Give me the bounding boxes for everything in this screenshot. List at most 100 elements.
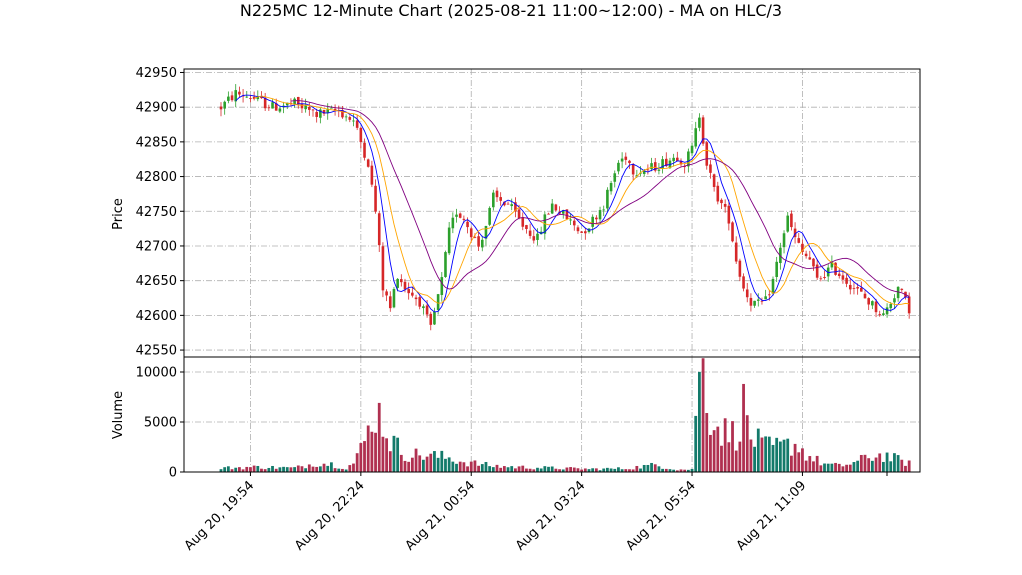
volume-bar — [830, 463, 834, 472]
candle-body — [230, 95, 234, 101]
candle-body — [322, 109, 326, 114]
candle — [543, 211, 547, 240]
candle — [528, 223, 532, 239]
candle — [499, 192, 502, 206]
volume-bar — [341, 468, 344, 472]
candle — [716, 181, 720, 205]
candle — [712, 173, 716, 192]
candle — [808, 250, 812, 260]
volume-bar — [661, 468, 664, 472]
candle-body — [429, 313, 433, 325]
volume-bar — [532, 469, 536, 472]
candle-body — [657, 169, 661, 171]
candle-body — [720, 199, 723, 204]
candle — [422, 304, 425, 315]
volume-bar — [234, 467, 238, 472]
volume-bar — [488, 466, 492, 472]
candle — [271, 99, 274, 109]
volume-bar — [694, 415, 698, 472]
candle — [804, 250, 808, 259]
volume-bar — [709, 434, 712, 472]
candle-body — [407, 288, 410, 294]
candle-body — [602, 209, 606, 211]
volume-bar — [451, 461, 455, 472]
volume-bar — [650, 462, 653, 472]
candle — [550, 198, 554, 215]
candle — [896, 286, 900, 302]
candle — [506, 201, 510, 205]
candle-body — [572, 220, 576, 226]
volume-bar — [867, 458, 871, 472]
candle-body — [308, 106, 311, 110]
volume-bar — [764, 436, 768, 472]
candle — [874, 298, 878, 318]
volume-bar — [514, 468, 517, 472]
candle-body — [444, 252, 447, 277]
volume-bars — [219, 358, 911, 472]
candle — [492, 189, 495, 211]
x-tick-label: Aug 20, 19:54 — [182, 478, 258, 554]
volume-bar — [473, 460, 477, 472]
candle — [381, 242, 385, 298]
volume-bar — [819, 465, 823, 472]
candle-body — [764, 296, 767, 300]
volume-bar — [484, 461, 488, 472]
volume-bar — [572, 467, 576, 472]
candle-body — [834, 262, 837, 275]
candle-body — [355, 120, 359, 128]
candle — [661, 155, 664, 174]
volume-bar — [392, 435, 396, 472]
candle — [377, 210, 381, 252]
candle-body — [447, 227, 451, 254]
candle — [650, 157, 653, 172]
candle — [388, 291, 392, 312]
candle-body — [815, 264, 819, 278]
candle — [554, 203, 558, 212]
volume-bar — [296, 465, 300, 472]
volume-bar — [793, 443, 797, 472]
volume-bar — [499, 467, 503, 472]
candle-body — [227, 96, 230, 101]
x-axis-ticks: Aug 20, 19:54 Aug 20, 22:24 Aug 21, 00:54 A… — [182, 472, 888, 554]
candle-body — [274, 103, 278, 111]
candle — [444, 250, 447, 278]
candle — [694, 121, 698, 149]
volume-bar — [554, 468, 558, 472]
candle — [745, 282, 749, 303]
candle-body — [315, 111, 318, 117]
candle — [319, 107, 322, 124]
candle — [676, 151, 679, 162]
x-tick-label: Aug 21, 00:54 — [403, 478, 479, 554]
candle-body — [451, 217, 455, 229]
candle — [606, 187, 609, 212]
candle — [812, 257, 815, 271]
volume-bar — [249, 467, 252, 472]
volume-bar — [657, 466, 661, 472]
candle — [598, 206, 602, 224]
x-tick-label: Aug 20, 22:24 — [292, 478, 368, 554]
candle — [900, 288, 904, 292]
candle — [801, 239, 804, 255]
candle — [782, 230, 786, 254]
candle-body — [760, 300, 764, 302]
candle-body — [731, 222, 734, 242]
candle — [753, 300, 756, 308]
volume-bar — [267, 467, 271, 472]
candle-body — [863, 293, 867, 299]
volume-bar — [550, 466, 554, 472]
candle-body — [790, 213, 793, 228]
volume-bar — [705, 413, 709, 472]
candle — [418, 294, 422, 310]
candle — [701, 115, 705, 146]
volume-bar — [337, 468, 341, 472]
candle — [620, 152, 624, 169]
volume-bar — [539, 468, 543, 472]
price-candles — [219, 84, 911, 331]
candle — [882, 309, 885, 317]
candle — [547, 212, 550, 215]
price-tick-label: 42550 — [136, 344, 177, 359]
candle — [407, 282, 410, 300]
candle-body — [775, 261, 778, 278]
candle — [602, 205, 606, 217]
candle-body — [466, 221, 469, 228]
